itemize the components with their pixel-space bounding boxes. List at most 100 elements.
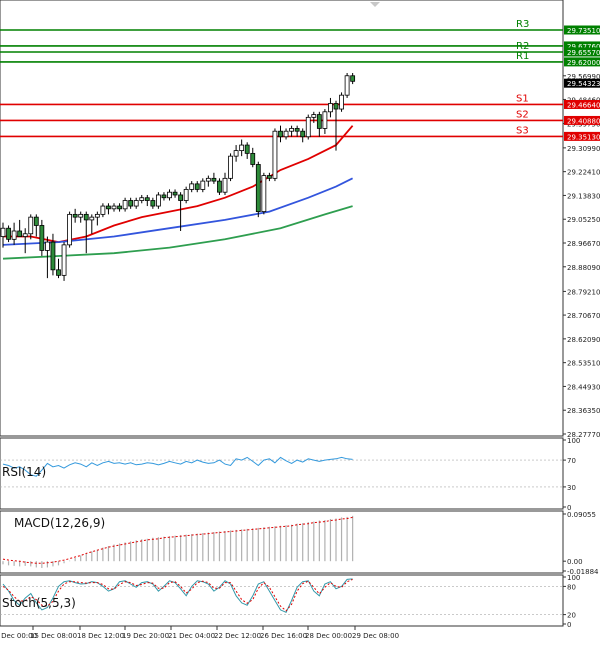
- time-tick-label: 19 Dec 20:00: [122, 632, 169, 640]
- candle-bullish: [311, 114, 317, 118]
- candle-bearish: [150, 200, 156, 207]
- candle-bullish: [328, 103, 333, 113]
- price-tick-label: 28.96670: [567, 240, 600, 248]
- candle-bullish: [228, 155, 233, 179]
- level-name-label: S2: [516, 109, 529, 120]
- candle-bullish: [139, 197, 145, 201]
- price-tick-label: 29.56990: [567, 73, 600, 81]
- candle-bullish: [339, 94, 344, 110]
- rsi-indicator: 100 70 30 0 RSI(14): [0, 437, 580, 512]
- rsi-line: [2, 456, 353, 477]
- indicator-tick-label: 100: [567, 437, 580, 445]
- candle-bearish: [39, 225, 45, 251]
- candle-bearish: [266, 175, 272, 179]
- indicator-tick-label: 100: [567, 574, 580, 582]
- indicator-tick-label: 0.00: [567, 558, 583, 566]
- level-name-label: R2: [516, 41, 529, 52]
- price-tick-label: 29.22410: [567, 169, 600, 177]
- candle-bearish: [106, 205, 111, 210]
- time-tick-label: 26 Dec 16:00: [260, 632, 307, 640]
- current-price-label: 29.54323: [567, 80, 600, 88]
- level-price-label: 29.35130: [567, 133, 600, 141]
- candle-bullish: [0, 227, 6, 237]
- level-name-label: R3: [516, 19, 529, 30]
- price-tick-label: 29.13830: [567, 192, 600, 200]
- price-panel-frame: [0, 0, 564, 437]
- candle-bullish: [133, 200, 139, 207]
- macd-panel-frame: [0, 510, 564, 574]
- candle-bullish: [100, 205, 106, 215]
- price-tick-label: 28.36350: [567, 407, 600, 415]
- candle-bearish: [316, 114, 322, 129]
- candle-bearish: [83, 213, 89, 221]
- time-tick-label: 22 Dec 12:00: [214, 632, 261, 640]
- price-tick-label: 29.30990: [567, 145, 600, 153]
- current-price-tag: [564, 78, 600, 88]
- level-name-label: S1: [516, 93, 529, 104]
- time-tick-label: 15 Dec 08:00: [30, 632, 77, 640]
- candle-bearish: [172, 191, 178, 196]
- level-price-label: 29.67760: [567, 43, 600, 51]
- level-price-label: 29.73510: [567, 27, 600, 35]
- price-tick-label: 28.53510: [567, 360, 600, 368]
- time-tick-label: 28 Dec 00:00: [305, 632, 352, 640]
- candle-bearish: [117, 205, 122, 210]
- level-name-label: S3: [516, 125, 529, 136]
- indicator-tick-label: -0.01884: [567, 568, 599, 576]
- moving-average-line: [2, 205, 353, 260]
- candle-bearish: [56, 269, 61, 276]
- candle-bullish: [67, 213, 72, 246]
- candle-bearish: [6, 227, 11, 240]
- candle-bearish: [178, 194, 184, 201]
- rsi-panel-frame: [0, 437, 564, 510]
- candle-bullish: [205, 177, 211, 182]
- candle-bearish: [128, 200, 134, 207]
- level-price-label: 29.65570: [567, 49, 600, 57]
- rsi-title: RSI(14): [2, 465, 46, 479]
- candle-bullish: [239, 144, 245, 152]
- candle-bullish: [261, 175, 267, 212]
- candle-bullish: [45, 241, 50, 251]
- candle-bearish: [255, 164, 261, 212]
- candle-bullish: [11, 230, 17, 240]
- candle-bullish: [200, 180, 206, 190]
- candle-bearish: [161, 194, 167, 199]
- level-price-label: 29.40880: [567, 117, 600, 125]
- candle-bullish: [344, 75, 350, 96]
- candle-bearish: [17, 230, 23, 237]
- candle-bearish: [144, 197, 150, 201]
- candle-bullish: [78, 213, 84, 218]
- level-price-tag: [564, 57, 600, 67]
- price-tick-label: 28.88090: [567, 264, 600, 272]
- indicator-tick-label: 0: [567, 621, 571, 629]
- indicator-tick-label: 20: [567, 612, 576, 620]
- level-name-label: R1: [516, 51, 529, 62]
- candle-bearish: [294, 128, 300, 132]
- candle-bullish: [94, 213, 100, 218]
- level-price-tag: [564, 25, 600, 35]
- candle-bearish: [72, 213, 78, 218]
- price-tick-label: 29.05250: [567, 216, 600, 224]
- indicator-tick-label: 70: [567, 457, 576, 465]
- stoch-signal-line: [2, 578, 353, 612]
- time-tick-label: 21 Dec 04:00: [168, 632, 215, 640]
- level-price-tag: [564, 47, 600, 57]
- macd-indicator: 0.09055 0.00 -0.01884 MACD(12,26,9): [2, 511, 599, 576]
- stoch-main-line: [2, 578, 353, 613]
- time-tick-label: 14 Dec 00:00: [0, 632, 37, 640]
- candle-bullish: [183, 189, 189, 201]
- level-price-tag: [564, 41, 600, 51]
- candle-bearish: [33, 216, 39, 226]
- stoch-panel-frame: [0, 574, 564, 627]
- level-price-tag: [564, 115, 600, 125]
- candles: [0, 72, 356, 281]
- candle-bullish: [22, 233, 28, 237]
- indicator-tick-label: 0.09055: [567, 511, 596, 519]
- scroll-marker-icon[interactable]: [370, 2, 380, 7]
- candle-bearish: [300, 130, 306, 138]
